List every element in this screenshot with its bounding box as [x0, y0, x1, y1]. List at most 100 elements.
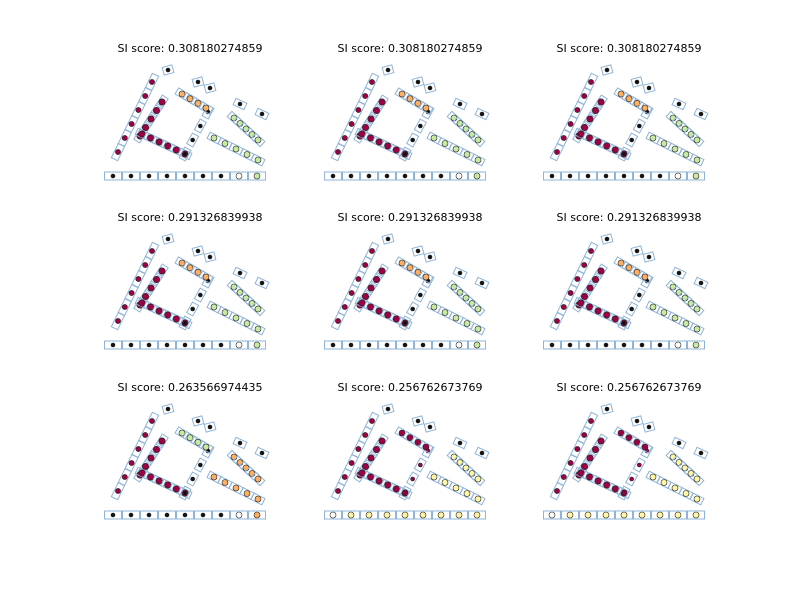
right-lower-point [463, 320, 471, 327]
right-arm-box [398, 485, 412, 501]
right-lower-point [660, 140, 668, 147]
inner-rail-point [591, 276, 599, 284]
right-top-single-box [452, 97, 468, 111]
right-arm-box [632, 287, 646, 303]
right-upper-point [687, 470, 695, 477]
top-cluster-point [186, 434, 194, 441]
left-rail-point [121, 474, 128, 480]
bottom-row-point [620, 511, 628, 519]
bottom-row-box [122, 510, 140, 520]
bottom-row-point [384, 173, 390, 179]
bottom-row-box [597, 510, 615, 520]
left-rail-point [369, 248, 375, 254]
bottom-row-box [543, 510, 561, 520]
bottom-row-point [602, 511, 610, 519]
right-top-single-point [676, 270, 682, 276]
bottom-row-box [140, 340, 158, 350]
right-arm-box [178, 315, 192, 331]
right-lower-point [210, 134, 218, 142]
left-rail-box [583, 411, 599, 431]
lower-arm-box [616, 316, 632, 330]
bottom-row-point [253, 341, 261, 349]
inner-rail-point [147, 115, 155, 123]
right-arm-box [406, 301, 420, 317]
right-lower-point [221, 309, 229, 316]
right-upper-point [456, 289, 464, 296]
lower-arm-point [603, 311, 611, 319]
left-rail-point [554, 318, 560, 324]
bottom-row-box [633, 510, 651, 520]
bottom-row-point [146, 173, 152, 179]
right-lower-point [254, 495, 262, 503]
bottom-row-box [396, 171, 414, 181]
bottom-row-box [230, 171, 248, 181]
inner-rail-box [375, 263, 389, 279]
panel-plot [543, 403, 709, 520]
panel-3: SI score: 0.308180274859 [529, 42, 729, 202]
left-rail-point [362, 93, 369, 99]
right-arm-point [629, 306, 634, 312]
inner-rail-point [586, 454, 594, 462]
left-rail-box [144, 72, 160, 92]
panel-7: SI score: 0.263566974435 [90, 381, 290, 541]
right-arm-box [398, 315, 412, 331]
lower-arm-point [147, 134, 155, 142]
bottom-row-point [549, 173, 555, 179]
right-lower-point [660, 309, 668, 316]
right-upper-point [681, 294, 689, 302]
bottom-row-point [549, 342, 555, 348]
bottom-row-box [324, 340, 342, 350]
bottom-row-box [615, 340, 633, 350]
inner-rail-point [372, 446, 380, 454]
lower-arm-box [616, 147, 632, 161]
bottom-row-box [468, 510, 486, 520]
bottom-row-box [324, 510, 342, 520]
right-arm-box [178, 146, 192, 162]
panel-9: SI score: 0.256762673769 [529, 381, 729, 541]
right-lower-point [430, 473, 438, 481]
right-arm-point [621, 320, 627, 326]
top-cluster-point [398, 429, 406, 437]
bottom-row-box [158, 171, 176, 181]
right-arm-point [418, 292, 423, 298]
bottom-row-box [194, 171, 212, 181]
right-arm-point [190, 476, 195, 482]
top-cluster-point [617, 429, 625, 437]
left-rail-box [364, 411, 380, 431]
top-single-point [634, 418, 640, 424]
top-cluster-point [406, 264, 414, 271]
lower-arm-point [586, 134, 594, 142]
right-upper-point [693, 305, 701, 313]
bottom-row-point [182, 512, 188, 518]
left-rail-point [574, 276, 581, 282]
top-single-box [381, 64, 395, 76]
bottom-row-point [182, 173, 188, 179]
right-top-single-point [698, 280, 704, 286]
lower-arm-point [358, 469, 366, 477]
right-top-single-point [237, 101, 243, 107]
top-cluster-point [202, 273, 210, 281]
right-arm-box [617, 485, 631, 501]
left-rail-point [149, 248, 155, 254]
right-top-single-point [259, 111, 265, 117]
panel-plot [324, 64, 490, 181]
right-lower-point [243, 320, 251, 327]
bottom-row-point [603, 173, 609, 179]
right-lower-box [470, 153, 486, 167]
top-single-box [642, 82, 656, 94]
right-upper-point [474, 136, 482, 144]
bottom-row-box [450, 340, 468, 350]
inner-rail-point [152, 276, 160, 284]
bottom-row-point [110, 512, 116, 518]
left-rail-point [355, 276, 362, 282]
bottom-row-box [597, 171, 615, 181]
bottom-row-point [692, 511, 700, 519]
right-top-single-box [452, 436, 468, 450]
bottom-row-box [432, 171, 450, 181]
right-upper-point [462, 294, 470, 302]
bottom-row-point [603, 342, 609, 348]
top-single-box [630, 415, 644, 427]
right-arm-box [193, 118, 207, 134]
lower-arm-point [577, 469, 585, 477]
